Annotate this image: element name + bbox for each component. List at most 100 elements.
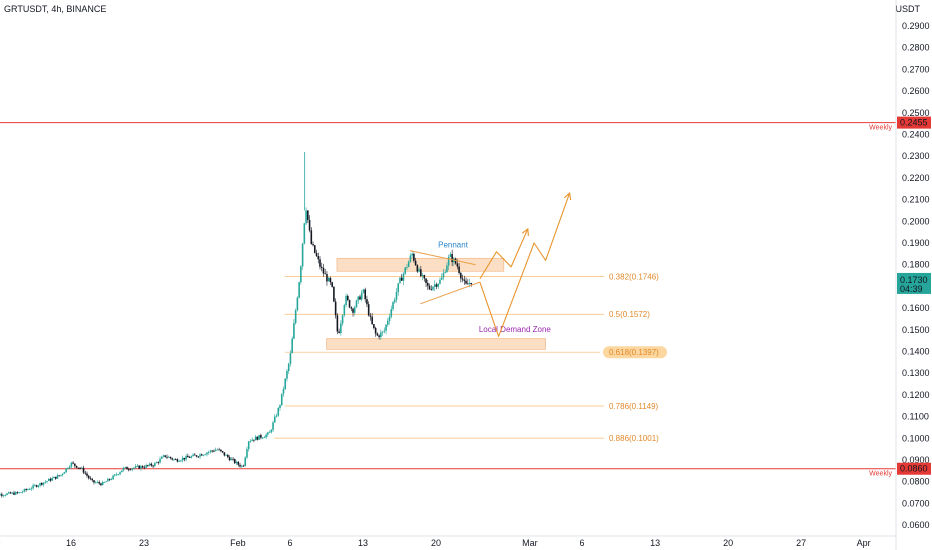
candle-body [7, 492, 10, 494]
candle-body [100, 483, 102, 486]
candle-body [465, 280, 467, 284]
candle-body [456, 263, 459, 267]
candle-body [282, 388, 285, 394]
drawings-layer: Pennant Local Demand Zone [409, 192, 572, 337]
price-tick-label: 0.0600 [902, 520, 930, 530]
candle-body [34, 485, 36, 487]
candle-body [47, 478, 50, 481]
price-tick-label: 0.2400 [902, 130, 930, 140]
price-tick-label: 0.0900 [902, 455, 930, 465]
bar-countdown-label: 04:39 [900, 284, 923, 294]
time-tick-label: Feb [230, 538, 246, 548]
candle-body [244, 457, 247, 467]
candle-body [192, 454, 194, 457]
candle-body [402, 273, 405, 281]
candle-body [141, 466, 144, 468]
candle-body [166, 456, 168, 458]
time-tick-label: 20 [431, 538, 441, 548]
candle-body [367, 304, 370, 316]
candle-body [383, 330, 386, 332]
candle-body [127, 469, 130, 471]
candle-body [260, 435, 262, 438]
fib-label-4: 0.886(0.1001) [609, 434, 659, 443]
candle-body [446, 265, 448, 273]
candle-body [261, 437, 264, 439]
candle-body [433, 284, 436, 287]
candle-body [223, 452, 226, 456]
candle-body [178, 461, 180, 462]
candle-body [75, 465, 78, 468]
candle-body [87, 475, 90, 479]
candle-body [11, 492, 14, 494]
candle-body [60, 474, 62, 476]
candle-body [235, 461, 238, 464]
candle-body [27, 489, 29, 491]
candle-body [124, 467, 127, 468]
candle-body [157, 462, 160, 464]
candle-body [272, 422, 274, 430]
candle-body [14, 492, 17, 495]
candle-body [77, 467, 80, 469]
candle-body [2, 495, 5, 497]
candle-body [322, 267, 325, 274]
candle-body [0, 494, 1, 496]
candle-body [138, 465, 140, 469]
resistance-zone [336, 257, 505, 272]
candle-body [74, 463, 76, 466]
candle-body [218, 449, 220, 451]
candle-body [148, 463, 151, 466]
candle-body [425, 278, 427, 284]
candle-body [32, 485, 34, 489]
candle-body [152, 465, 154, 467]
candle-body [35, 485, 38, 487]
candle-body [239, 464, 241, 467]
candle-body [72, 462, 74, 464]
candle-body [357, 296, 360, 301]
candle-body [466, 283, 469, 285]
candle-body [268, 432, 271, 434]
candle-body [287, 363, 290, 371]
candle-body [114, 474, 116, 476]
candle-body [180, 460, 182, 462]
candle-body [406, 267, 408, 268]
price-axis-title: USDT [895, 4, 921, 14]
price-tick-label: 0.1100 [902, 412, 929, 422]
candle-body [336, 315, 339, 332]
candle-body [254, 436, 257, 441]
candles-layer [0, 151, 473, 498]
candle-body [371, 316, 373, 325]
candle-body [320, 266, 323, 268]
candle-body [98, 482, 100, 484]
candle-body [319, 259, 321, 267]
candle-body [79, 467, 81, 469]
candle-body [145, 465, 147, 468]
projection-arrow-1 [479, 228, 529, 280]
candle-body [1, 494, 3, 496]
candle-body [126, 467, 128, 470]
candle-body [340, 323, 342, 333]
candle-body [110, 479, 113, 480]
candle-body [159, 458, 161, 463]
candle-body [173, 459, 175, 461]
candle-body [409, 255, 412, 262]
candle-body [313, 245, 316, 253]
candle-body [133, 467, 135, 469]
candle-body [16, 492, 19, 493]
candle-body [202, 454, 205, 456]
candle-body [103, 482, 106, 483]
candle-body [331, 282, 333, 287]
candle-body [58, 475, 60, 477]
candle-body [89, 478, 92, 480]
candle-body [263, 437, 266, 439]
candle-body [253, 439, 255, 441]
candle-body [120, 470, 123, 473]
candle-body [176, 459, 179, 462]
candle-body [6, 493, 8, 496]
candle-body [56, 475, 59, 479]
candle-body [420, 269, 422, 276]
candle-body [362, 289, 365, 293]
candle-body [136, 465, 139, 467]
candle-body [421, 275, 424, 276]
candle-body [143, 467, 146, 469]
